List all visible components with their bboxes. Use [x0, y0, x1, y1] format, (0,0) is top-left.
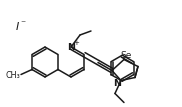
Text: Se: Se	[120, 51, 132, 60]
Text: I: I	[15, 22, 19, 32]
Text: N: N	[67, 42, 75, 51]
Text: +: +	[73, 40, 79, 46]
Text: N: N	[113, 79, 121, 88]
Text: CH₃: CH₃	[6, 71, 20, 80]
Text: ⁻: ⁻	[20, 19, 25, 29]
